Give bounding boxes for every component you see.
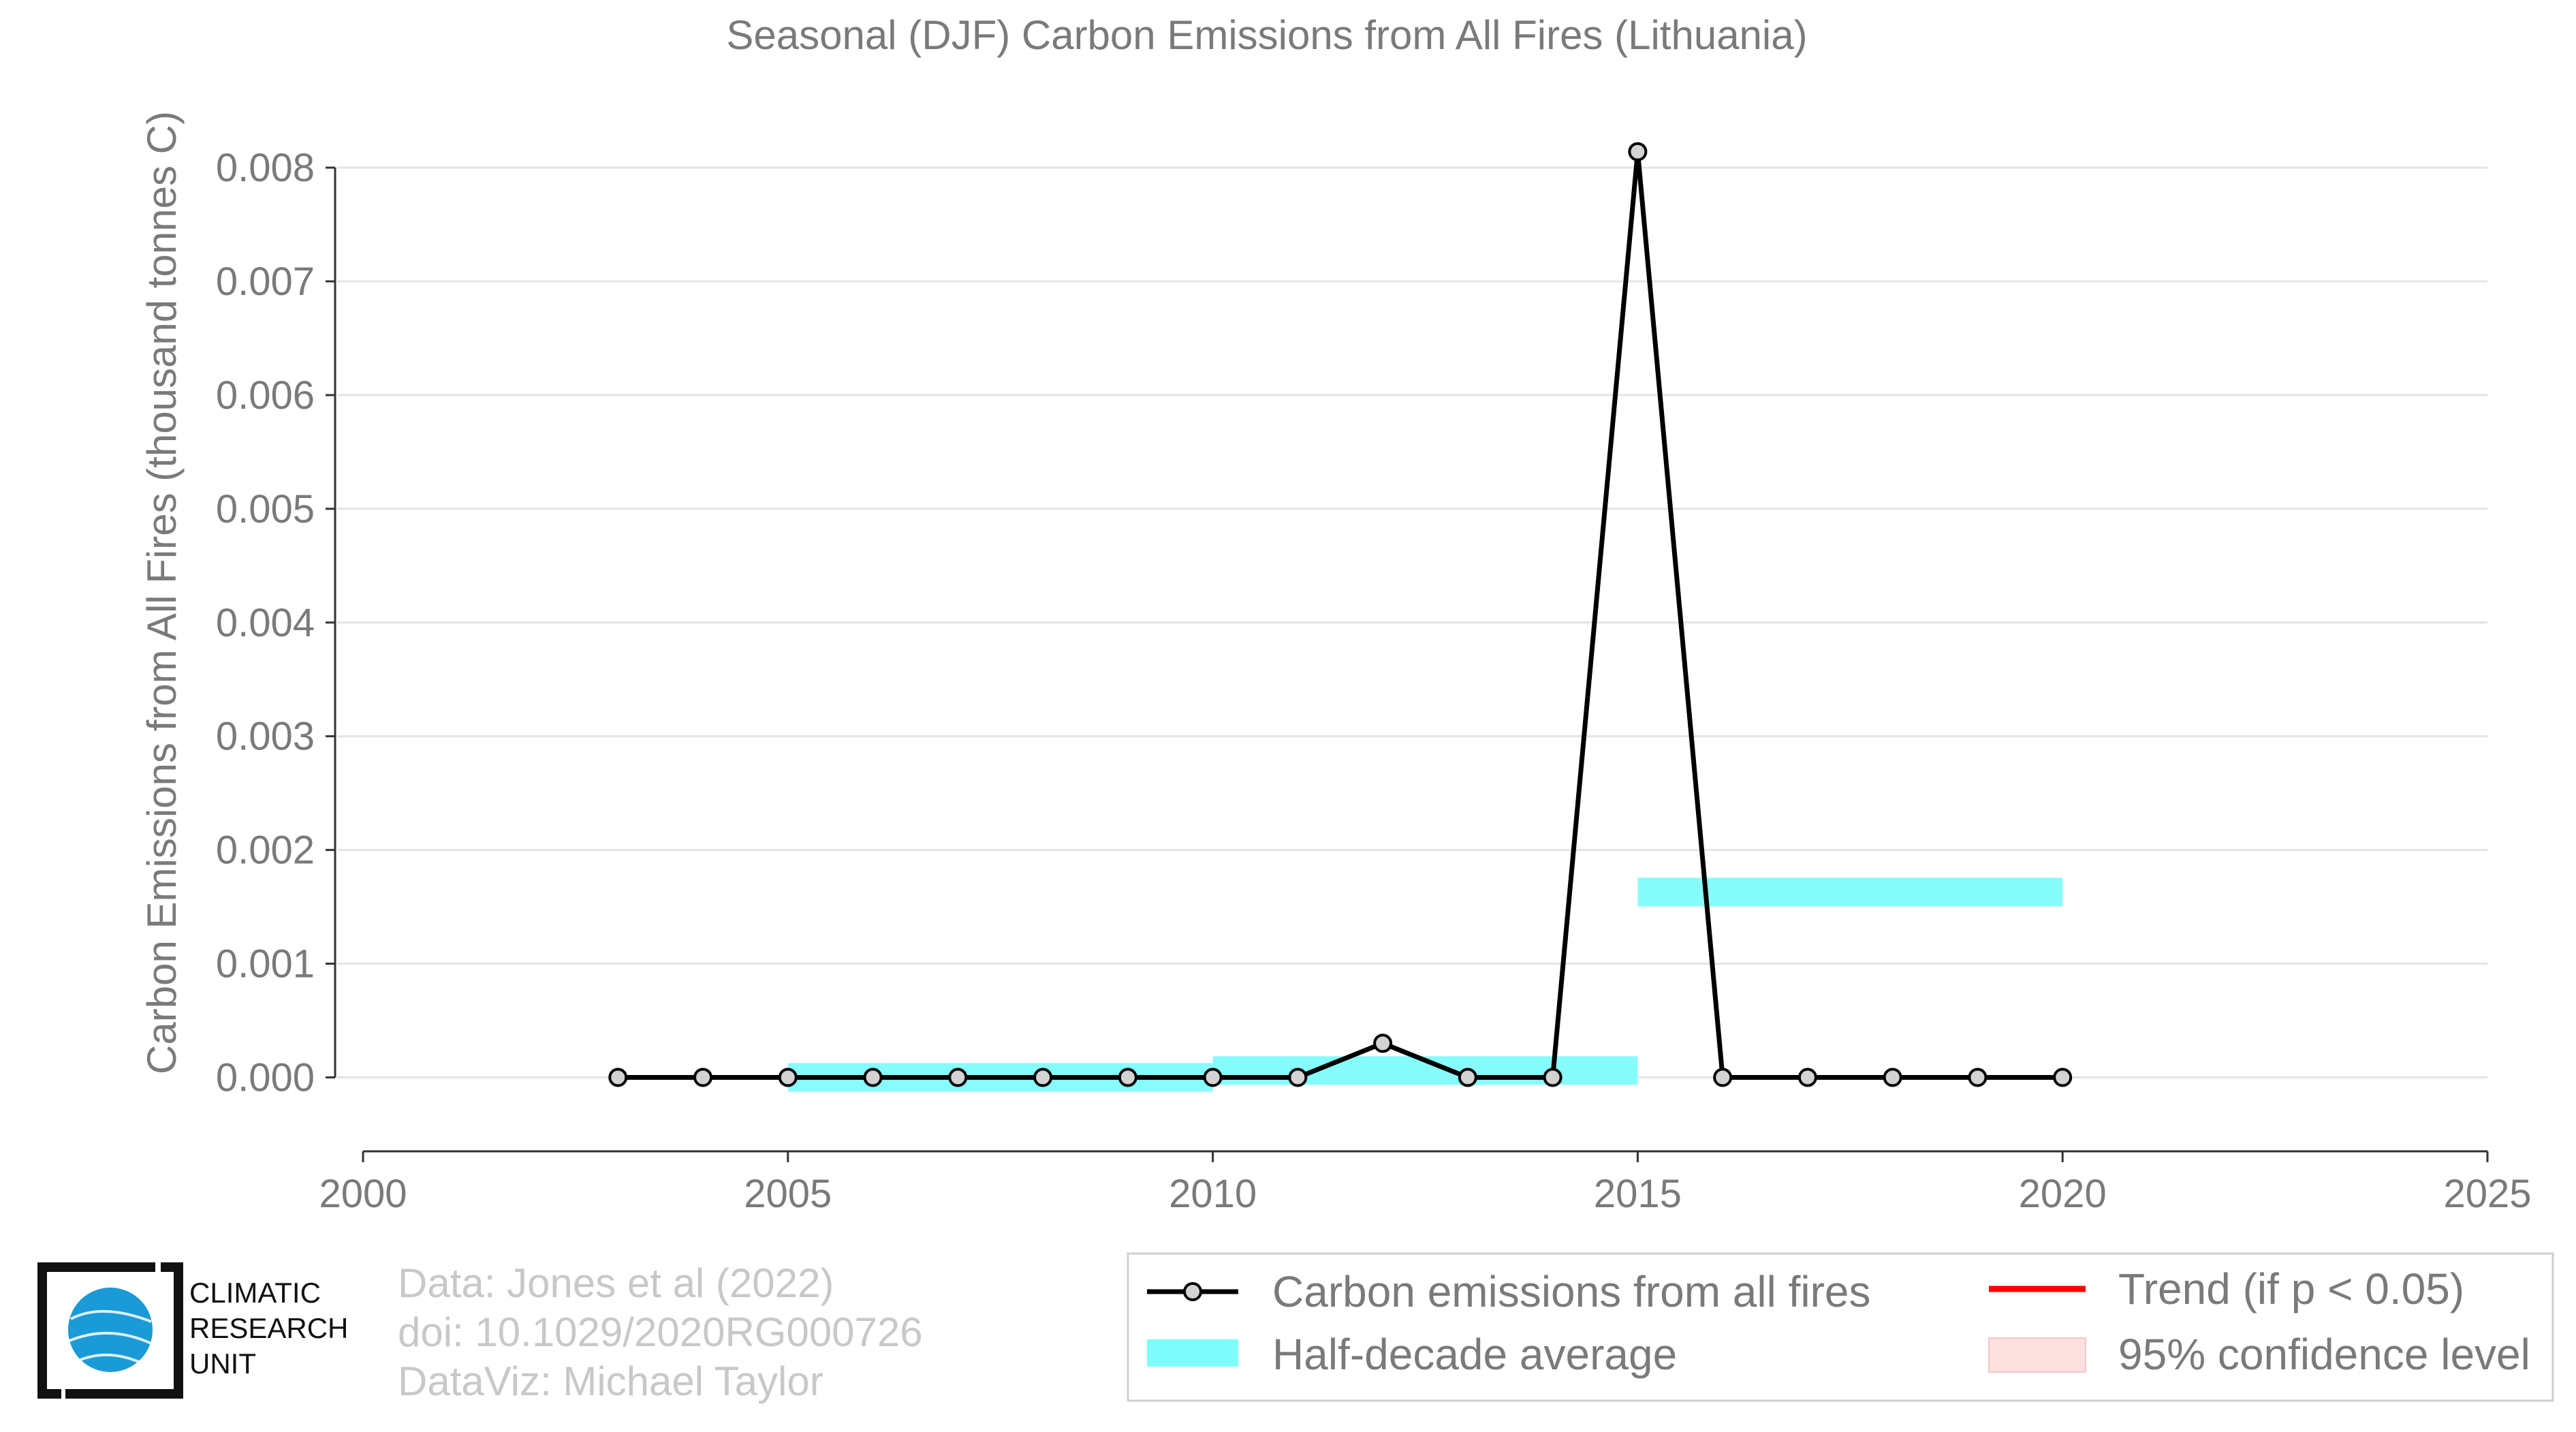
data-point: [1968, 1068, 1988, 1087]
logo-text-unit: UNIT: [189, 1348, 256, 1380]
data-points: [608, 142, 2073, 1087]
cru-logo: CLIMATIC RESEARCH UNIT: [37, 1262, 348, 1399]
data-point: [2053, 1068, 2073, 1087]
data-point: [1628, 142, 1648, 161]
y-axis-label: Carbon Emissions from All Fires (thousan…: [139, 111, 185, 1074]
data-point: [778, 1068, 798, 1087]
y-tick-label: 0.004: [216, 601, 315, 645]
data-point: [1458, 1068, 1477, 1087]
logo-frame-right: [65, 1262, 183, 1399]
data-point: [1373, 1033, 1393, 1053]
y-tick-label: 0.008: [216, 146, 315, 190]
y-tick-label: 0.003: [216, 715, 315, 759]
y-tick-label: 0.006: [216, 373, 315, 418]
logo-frame-left: [37, 1262, 155, 1399]
legend-label-confidence: 95% confidence level: [2118, 1330, 2530, 1379]
data-point: [1203, 1068, 1223, 1087]
chart-title: Seasonal (DJF) Carbon Emissions from All…: [726, 12, 1807, 58]
half-decade-averages: [787, 877, 2063, 1092]
legend-label-emissions: Carbon emissions from all fires: [1272, 1267, 1871, 1316]
data-point: [863, 1068, 883, 1087]
legend-confidence-swatch-icon: [1988, 1337, 2086, 1373]
data-point: [1118, 1068, 1137, 1087]
emissions-line: [618, 149, 2063, 1080]
data-point: [1288, 1068, 1308, 1087]
data-point: [1883, 1068, 1902, 1087]
logo-text-climatic: CLIMATIC: [189, 1277, 321, 1309]
y-tick-label: 0.007: [216, 260, 315, 304]
legend-point-marker-icon: [1183, 1282, 1202, 1301]
data-point: [608, 1068, 628, 1087]
legend-frame: [1127, 1252, 2554, 1402]
y-tick-label: 0.001: [216, 942, 315, 986]
data-point: [1543, 1068, 1562, 1087]
x-tick-label: 2010: [1169, 1172, 1257, 1216]
axes: 0.000 0.001 0.002 0.003 0.004 0.005 0.006 0.007…: [216, 146, 2532, 1216]
logo-text-research: RESEARCH: [189, 1312, 348, 1344]
globe-icon: [68, 1288, 153, 1372]
data-point: [1713, 1068, 1733, 1087]
series-layer: [618, 149, 2063, 1080]
half-decade-average-bar: [1637, 877, 2063, 907]
legend-average-swatch-icon: [1147, 1339, 1238, 1367]
data-point: [1033, 1068, 1053, 1087]
x-tick-label: 2020: [2019, 1172, 2107, 1216]
x-tick-label: 2015: [1594, 1172, 1682, 1216]
x-tick-label: 2025: [2443, 1172, 2531, 1216]
y-tick-label: 0.005: [216, 487, 315, 531]
y-tick-label: 0.002: [216, 828, 315, 873]
data-point: [948, 1068, 968, 1087]
y-tick-label: 0.000: [216, 1055, 315, 1100]
grid-lines: [337, 166, 2487, 1078]
credit-dataviz: DataViz: Michael Taylor: [398, 1358, 823, 1404]
credit-data-source: Data: Jones et al (2022): [398, 1260, 834, 1306]
legend-label-average: Half-decade average: [1272, 1330, 1677, 1379]
globe-contours-icon: [69, 1310, 152, 1364]
x-tick-label: 2000: [319, 1172, 407, 1216]
data-point: [693, 1068, 713, 1087]
data-point: [1797, 1068, 1817, 1087]
legend: Carbon emissions from all fires Trend (i…: [1127, 1252, 2554, 1402]
x-tick-label: 2005: [744, 1172, 832, 1216]
credit-doi: doi: 10.1029/2020RG000726: [398, 1309, 923, 1355]
legend-label-trend: Trend (if p < 0.05): [2118, 1264, 2464, 1313]
